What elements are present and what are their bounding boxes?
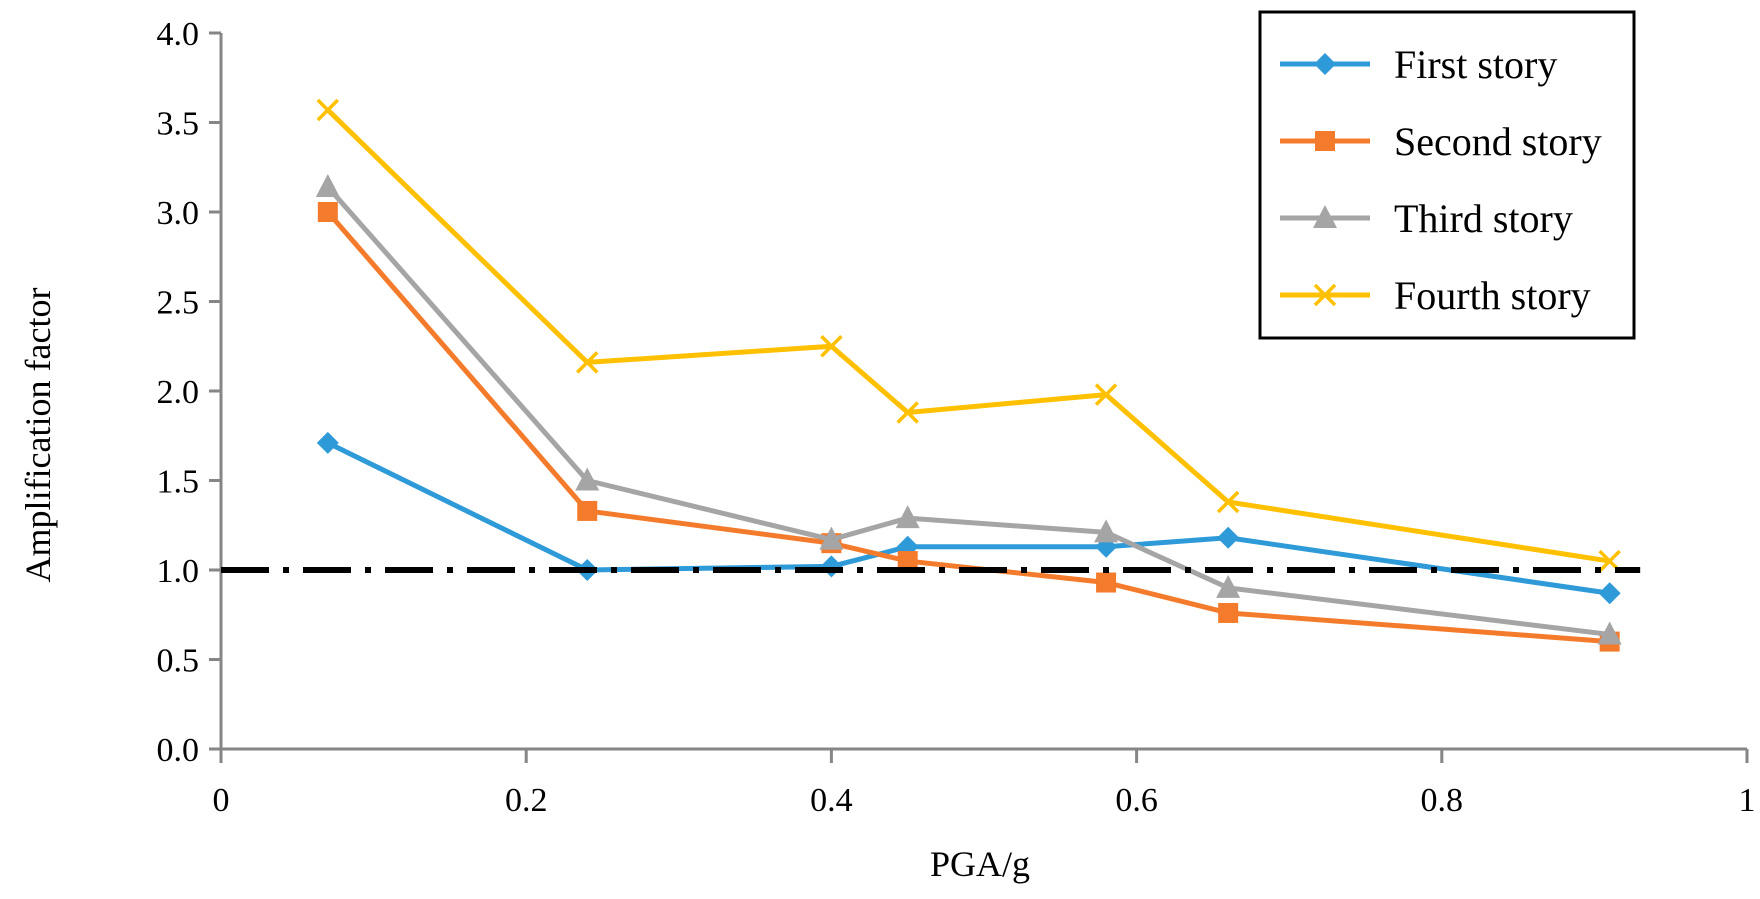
data-point-first-story: [316, 431, 339, 454]
legend-item-first-story: First story: [1280, 42, 1557, 87]
x-tick-label: 0.8: [1421, 782, 1464, 819]
data-point-fourth-story: [1216, 490, 1240, 514]
y-tick-label: 0.5: [157, 643, 200, 680]
y-tick-label: 1.0: [157, 553, 200, 590]
y-axis-title: Amplification factor: [18, 288, 58, 583]
data-point-fourth-story: [316, 98, 340, 122]
legend-marker-first-story: [1314, 53, 1336, 75]
data-point-first-story: [1217, 526, 1240, 549]
legend-label-third-story: Third story: [1394, 196, 1573, 241]
legend-item-second-story: Second story: [1280, 119, 1602, 164]
data-point-fourth-story: [576, 351, 599, 374]
y-tick-labels: 0.0 0.5 1.0 1.5 2.0 2.5 3.0 3.5 4.0: [157, 16, 200, 769]
data-point-second-story: [1218, 602, 1239, 623]
legend-marker-fourth-story: [1313, 283, 1337, 307]
x-tick-label: 1: [1739, 782, 1756, 819]
y-tick-label: 1.5: [157, 464, 200, 501]
legend-label-fourth-story: Fourth story: [1394, 273, 1591, 318]
legend-marker-third-story: [1313, 205, 1337, 228]
data-point-third-story: [315, 173, 340, 197]
legend-label-first-story: First story: [1394, 42, 1557, 87]
y-tick-label: 3.0: [157, 195, 200, 232]
data-point-third-story: [895, 505, 920, 529]
data-point-third-story: [1094, 519, 1119, 543]
y-tick-label: 3.5: [157, 106, 200, 143]
legend-item-fourth-story: Fourth story: [1280, 273, 1591, 318]
x-tick-label: 0.6: [1115, 782, 1158, 819]
legend-item-third-story: Third story: [1280, 196, 1573, 241]
series-third-story: [315, 173, 1622, 645]
x-tick-label: 0: [213, 782, 230, 819]
data-point-third-story: [1216, 574, 1241, 598]
data-point-fourth-story: [820, 335, 843, 358]
data-point-third-story: [575, 467, 600, 491]
y-tick-label: 4.0: [157, 16, 200, 53]
x-tick-label: 0.4: [810, 782, 853, 819]
legend-items: First story Second story Third story Fourth…: [1280, 42, 1602, 318]
data-point-first-story: [1598, 582, 1621, 605]
series-first-story: [316, 431, 1621, 605]
data-point-first-story: [820, 555, 843, 578]
x-axis-title: PGA/g: [930, 844, 1030, 884]
data-point-third-story: [1597, 621, 1622, 645]
x-tick-labels: 0 0.2 0.4 0.6 0.8 1: [213, 782, 1756, 819]
data-point-second-story: [577, 500, 598, 521]
legend: First story Second story Third story Fourth…: [1258, 10, 1636, 340]
data-point-second-story: [317, 202, 338, 222]
x-tick-label: 0.2: [505, 782, 548, 819]
data-point-second-story: [897, 551, 918, 572]
legend-label-second-story: Second story: [1394, 119, 1602, 164]
data-point-fourth-story: [1094, 383, 1118, 406]
data-point-second-story: [1096, 572, 1117, 593]
y-tick-label: 2.5: [157, 285, 200, 322]
axes: [209, 31, 1749, 763]
y-tick-label: 0.0: [157, 732, 200, 769]
y-tick-label: 2.0: [157, 374, 200, 411]
data-point-third-story: [819, 526, 844, 550]
legend-marker-second-story: [1315, 131, 1335, 151]
data-point-fourth-story: [896, 401, 919, 424]
